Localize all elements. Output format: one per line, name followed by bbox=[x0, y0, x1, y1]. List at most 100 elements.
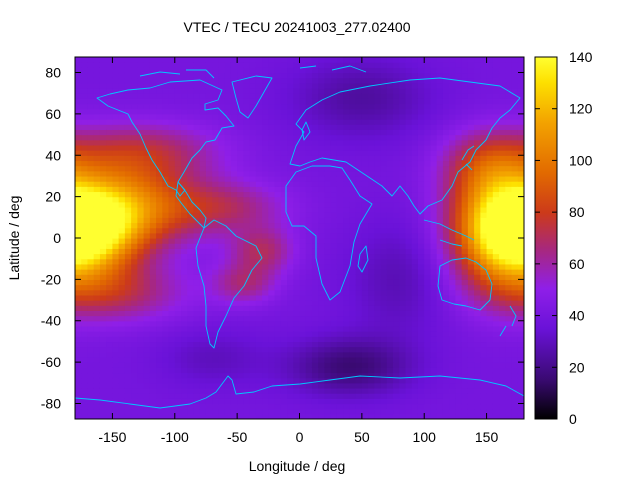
heatmap-cell bbox=[330, 341, 338, 348]
heatmap-cell bbox=[156, 160, 163, 167]
heatmap-cell bbox=[156, 113, 163, 120]
heatmap-cell bbox=[99, 222, 107, 229]
heatmap-cell bbox=[99, 175, 107, 182]
heatmap-cell bbox=[330, 103, 338, 110]
heatmap-cell bbox=[324, 222, 332, 229]
heatmap-cell bbox=[249, 82, 257, 89]
heatmap-cell bbox=[467, 113, 475, 120]
heatmap-cell bbox=[399, 393, 407, 399]
heatmap-cell bbox=[330, 331, 338, 337]
heatmap-cell bbox=[461, 170, 469, 177]
heatmap-cell bbox=[255, 356, 263, 363]
heatmap-cell bbox=[318, 227, 326, 234]
heatmap-cell bbox=[187, 367, 195, 374]
heatmap-cell bbox=[212, 124, 220, 130]
heatmap-cell bbox=[393, 155, 400, 162]
heatmap-cell bbox=[349, 82, 357, 89]
heatmap-cell bbox=[480, 387, 488, 394]
heatmap-cell bbox=[442, 186, 450, 193]
heatmap-cell bbox=[230, 170, 238, 177]
heatmap-cell bbox=[305, 98, 313, 105]
heatmap-cell bbox=[81, 367, 89, 374]
heatmap-cell bbox=[499, 274, 506, 280]
heatmap-cell bbox=[212, 362, 220, 368]
heatmap-cell bbox=[181, 263, 188, 270]
heatmap-cell bbox=[455, 165, 463, 172]
heatmap-cell bbox=[118, 408, 126, 415]
heatmap-cell bbox=[280, 331, 288, 337]
heatmap-cell bbox=[118, 165, 126, 172]
heatmap-cell bbox=[499, 284, 506, 291]
heatmap-cell bbox=[311, 160, 319, 167]
heatmap-cell bbox=[299, 212, 307, 218]
heatmap-cell bbox=[461, 403, 469, 410]
heatmap-cell bbox=[187, 98, 195, 105]
heatmap-cell bbox=[143, 274, 151, 280]
heatmap-cell bbox=[124, 134, 132, 141]
heatmap-cell bbox=[137, 289, 145, 296]
heatmap-cell bbox=[461, 351, 469, 358]
heatmap-cell bbox=[486, 232, 494, 239]
heatmap-cell bbox=[499, 289, 506, 296]
heatmap-cell bbox=[305, 325, 313, 332]
heatmap-cell bbox=[124, 294, 132, 301]
heatmap-cell bbox=[330, 212, 338, 218]
heatmap-cell bbox=[474, 206, 481, 213]
heatmap-cell bbox=[218, 310, 226, 317]
heatmap-cell bbox=[336, 253, 344, 260]
heatmap-cell bbox=[405, 206, 413, 213]
heatmap-cell bbox=[336, 67, 344, 74]
heatmap-cell bbox=[368, 393, 375, 399]
heatmap-cell bbox=[511, 258, 519, 265]
heatmap-cell bbox=[81, 134, 89, 141]
heatmap-cell bbox=[349, 232, 357, 239]
heatmap-cell bbox=[336, 300, 344, 306]
heatmap-cell bbox=[255, 243, 263, 249]
heatmap-cell bbox=[205, 294, 213, 301]
heatmap-cell bbox=[393, 227, 400, 234]
heatmap-cell bbox=[449, 72, 457, 79]
heatmap-cell bbox=[293, 408, 301, 415]
heatmap-cell bbox=[112, 325, 120, 332]
heatmap-cell bbox=[149, 134, 157, 141]
heatmap-cell bbox=[474, 248, 481, 255]
heatmap-cell bbox=[143, 331, 151, 337]
heatmap-cell bbox=[75, 150, 82, 156]
heatmap-cell bbox=[230, 212, 238, 218]
heatmap-cell bbox=[181, 88, 188, 94]
heatmap-cell bbox=[324, 206, 332, 213]
heatmap-cell bbox=[511, 72, 519, 79]
heatmap-cell bbox=[393, 356, 400, 363]
heatmap-cell bbox=[75, 372, 82, 379]
heatmap-cell bbox=[417, 160, 425, 167]
heatmap-cell bbox=[87, 413, 95, 419]
heatmap-cell bbox=[318, 289, 326, 296]
heatmap-cell bbox=[118, 196, 126, 203]
heatmap-cell bbox=[486, 201, 494, 208]
heatmap-cell bbox=[293, 367, 301, 374]
heatmap-cell bbox=[492, 77, 500, 84]
heatmap-cell bbox=[93, 284, 101, 291]
heatmap-cell bbox=[118, 382, 126, 389]
heatmap-cell bbox=[449, 315, 457, 322]
heatmap-cell bbox=[386, 248, 394, 255]
heatmap-cell bbox=[112, 243, 120, 249]
heatmap-cell bbox=[343, 144, 350, 151]
heatmap-cell bbox=[349, 269, 357, 275]
heatmap-cell bbox=[187, 377, 195, 384]
heatmap-cell bbox=[424, 408, 432, 415]
heatmap-cell bbox=[461, 367, 469, 374]
heatmap-cell bbox=[467, 305, 475, 311]
heatmap-cell bbox=[461, 300, 469, 306]
heatmap-cell bbox=[249, 144, 257, 151]
heatmap-cell bbox=[499, 341, 506, 348]
heatmap-cell bbox=[343, 382, 350, 389]
heatmap-cell bbox=[249, 393, 257, 399]
heatmap-cell bbox=[181, 289, 188, 296]
heatmap-cell bbox=[93, 351, 101, 358]
heatmap-cell bbox=[336, 108, 344, 115]
heatmap-cell bbox=[87, 165, 95, 172]
heatmap-cell bbox=[255, 403, 263, 410]
heatmap-cell bbox=[262, 315, 269, 322]
heatmap-cell bbox=[355, 356, 363, 363]
